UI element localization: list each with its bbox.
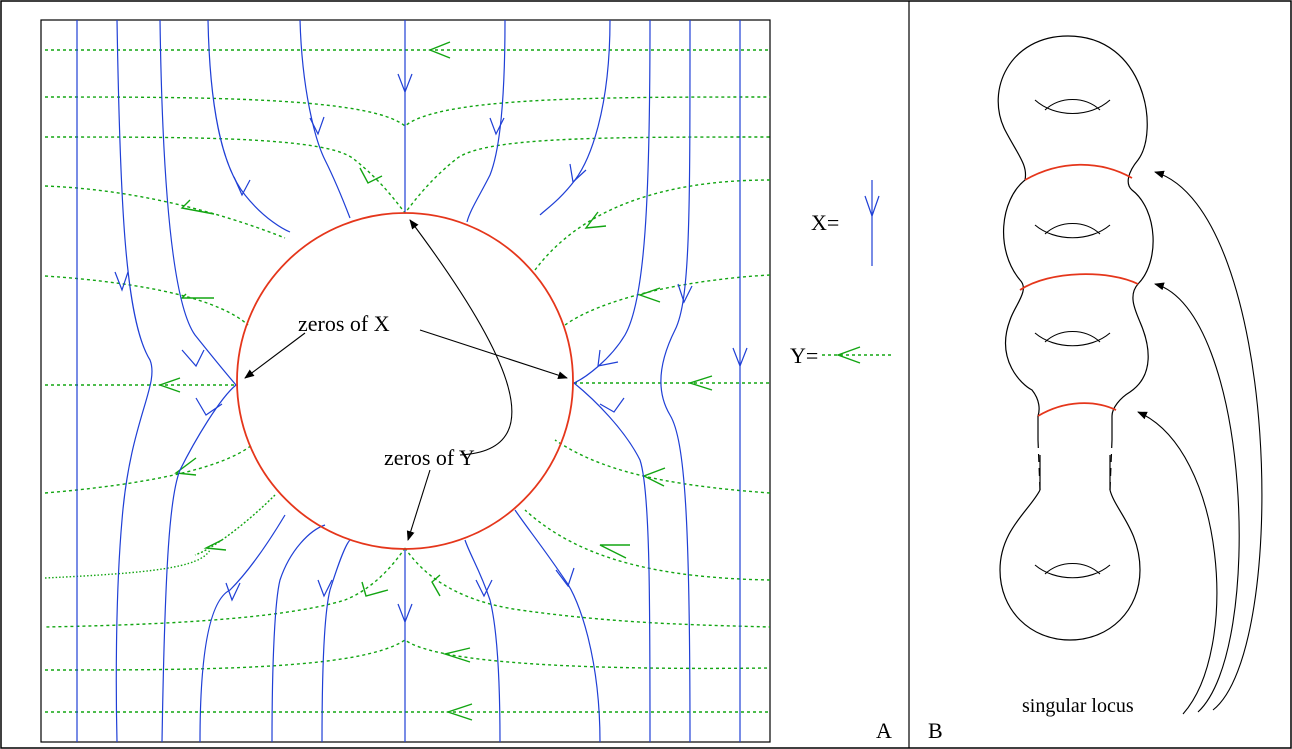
panel-b-label: B [928, 718, 943, 743]
singular-loci [1019, 163, 1139, 417]
handles [1034, 99, 1111, 579]
x-field-lines [76, 19, 741, 743]
panel-a: zeros of X zeros of Y A [40, 19, 892, 743]
panel-b: B [928, 35, 1263, 743]
panel-a-label: A [876, 718, 892, 743]
singular-arrows [1137, 170, 1263, 715]
zeros-of-x-label: zeros of X [298, 311, 390, 336]
zeros-of-y-label: zeros of Y [384, 445, 475, 470]
zero-circle [236, 212, 574, 550]
legend-x-label: X= [811, 210, 839, 235]
legend: X= Y= [790, 180, 892, 368]
annotation-arrows [244, 219, 568, 541]
surface-outline [997, 35, 1154, 641]
legend-y-arrowhead [835, 346, 861, 364]
legend-x-arrowhead [864, 195, 880, 218]
x-field-arrowheads [114, 73, 748, 624]
y-field-arrowheads [157, 41, 713, 721]
legend-y-label: Y= [790, 343, 818, 368]
singular-locus-label: singular locus [1022, 695, 1134, 717]
